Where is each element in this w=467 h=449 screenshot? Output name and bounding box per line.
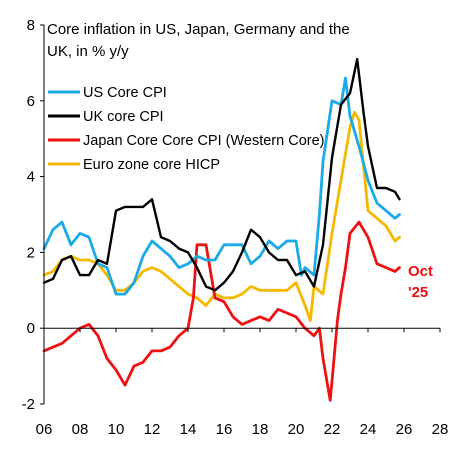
- y-tick-label: 0: [27, 320, 35, 337]
- series-line-us-core-cpi: [42, 76, 401, 296]
- chart-title-line-1: Core inflation in US, Japan, Germany and…: [47, 21, 350, 38]
- x-tick-label: 10: [108, 421, 125, 438]
- legend-label: UK core CPI: [83, 109, 164, 125]
- x-tick-label: 22: [324, 421, 341, 438]
- x-tick-label: 08: [72, 421, 89, 438]
- annotation-line-1: Oct: [408, 263, 433, 280]
- series-line-euro-zone-core-hicp: [42, 110, 401, 323]
- legend: US Core CPI UK core CPI Japan Core Core CP…: [48, 85, 325, 173]
- x-tick-label: 20: [288, 421, 305, 438]
- x-tick-label: 28: [432, 421, 449, 438]
- x-tick-label: 14: [180, 421, 197, 438]
- annotation-line-2: '25: [408, 284, 428, 301]
- x-tick-label: 18: [252, 421, 269, 438]
- y-tick-label: -2: [22, 396, 35, 413]
- y-tick-label: 2: [27, 244, 35, 261]
- x-tick-label: 26: [396, 421, 413, 438]
- x-ticks: 06 08 10 12 14 16 18 20 22 24 26 28: [36, 328, 449, 438]
- plot-series: [42, 57, 401, 402]
- y-tick-label: 6: [27, 93, 35, 110]
- x-tick-label: 12: [144, 421, 161, 438]
- x-tick-label: 24: [360, 421, 377, 438]
- legend-label: US Core CPI: [83, 85, 167, 101]
- y-tick-label: 4: [27, 169, 35, 186]
- legend-label: Japan Core Core CPI (Western Core): [83, 133, 325, 149]
- latest-date-annotation: Oct '25: [408, 263, 433, 301]
- chart-title: Core inflation in US, Japan, Germany and…: [47, 21, 350, 60]
- legend-label: Euro zone core HICP: [83, 157, 220, 173]
- y-ticks: -2 0 2 4 6 8: [22, 17, 44, 413]
- x-tick-label: 16: [216, 421, 233, 438]
- y-tick-label: 8: [27, 17, 35, 34]
- series-line-uk-core-cpi: [42, 57, 401, 292]
- chart-title-line-2: UK, in % y/y: [47, 43, 129, 60]
- series-line-japan-core-core-cpi-western-core: [42, 220, 401, 402]
- x-tick-label: 06: [36, 421, 53, 438]
